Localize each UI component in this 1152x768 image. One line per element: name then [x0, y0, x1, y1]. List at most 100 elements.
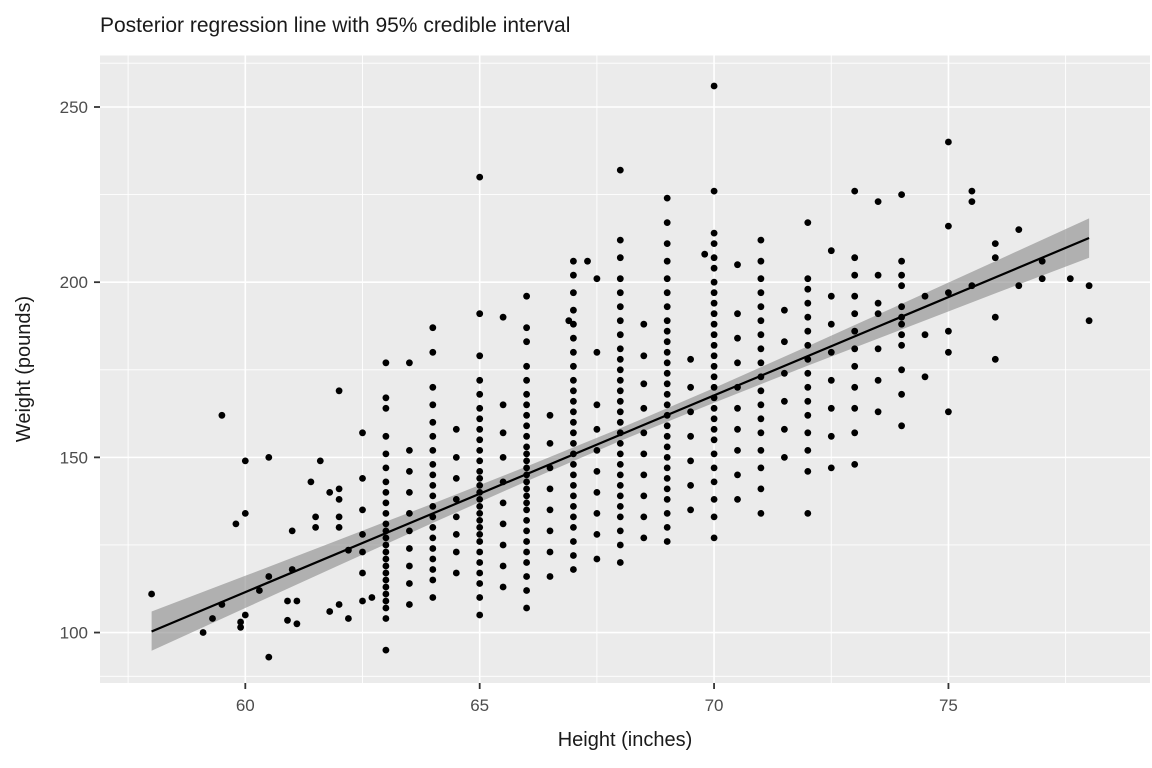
data-point — [710, 464, 718, 472]
data-point — [382, 548, 390, 556]
data-point — [499, 429, 507, 437]
data-point — [781, 338, 788, 346]
data-point — [663, 475, 671, 482]
data-point — [804, 429, 812, 437]
data-point — [382, 478, 390, 486]
data-point — [663, 538, 671, 545]
data-point — [265, 653, 273, 661]
y-tick-label: 200 — [60, 273, 88, 292]
data-point — [148, 590, 156, 598]
data-point — [570, 387, 577, 395]
data-point — [851, 327, 859, 335]
data-point — [523, 548, 530, 556]
data-point — [359, 597, 366, 605]
data-point — [382, 432, 390, 440]
data-point — [663, 496, 671, 503]
data-point — [499, 313, 507, 321]
data-point — [476, 457, 484, 465]
data-point — [616, 527, 624, 535]
data-point — [616, 503, 624, 510]
data-point — [757, 447, 765, 454]
data-point — [827, 320, 835, 328]
data-point — [734, 496, 741, 503]
data-point — [476, 468, 484, 475]
data-point — [476, 569, 484, 577]
data-point — [710, 254, 718, 262]
data-point — [570, 492, 577, 500]
data-point — [406, 489, 413, 496]
data-point — [429, 447, 437, 454]
data-point — [874, 310, 882, 318]
data-point — [406, 527, 413, 535]
data-point — [663, 432, 671, 440]
data-point — [945, 138, 952, 146]
data-point — [570, 362, 577, 370]
data-point — [429, 503, 437, 510]
data-point — [898, 390, 905, 398]
data-point — [570, 429, 577, 437]
data-point — [663, 464, 671, 472]
data-point — [593, 555, 601, 563]
data-point — [523, 390, 530, 398]
data-point — [687, 482, 694, 489]
data-point — [616, 289, 624, 297]
data-point — [781, 397, 788, 405]
data-point — [570, 376, 577, 384]
data-point — [687, 408, 694, 416]
data-point — [335, 387, 343, 395]
data-point — [874, 376, 882, 384]
data-point — [663, 390, 671, 398]
data-point — [476, 510, 484, 517]
data-point — [335, 601, 343, 608]
data-point — [710, 362, 718, 370]
data-point — [570, 408, 577, 416]
data-point — [570, 306, 577, 314]
data-point — [968, 282, 976, 290]
data-point — [316, 457, 324, 465]
data-point — [476, 404, 484, 412]
data-point — [757, 331, 765, 339]
data-point — [734, 383, 741, 391]
data-point — [804, 299, 812, 307]
data-point — [476, 503, 484, 510]
data-point — [663, 240, 671, 248]
data-point — [523, 450, 530, 458]
data-point — [663, 422, 671, 430]
data-point — [429, 401, 437, 409]
data-point — [406, 359, 413, 367]
data-point — [851, 310, 859, 318]
data-point — [523, 587, 530, 594]
data-point — [616, 541, 624, 549]
data-point — [757, 415, 765, 423]
data-point — [593, 401, 601, 409]
data-point — [523, 362, 530, 370]
data-point — [359, 548, 366, 556]
data-point — [476, 611, 484, 619]
data-point — [757, 345, 765, 353]
data-point — [452, 454, 460, 461]
data-point — [734, 310, 741, 318]
data-point — [237, 618, 245, 626]
data-point — [429, 482, 437, 489]
data-point — [710, 373, 718, 381]
data-point — [593, 425, 601, 433]
data-point — [874, 408, 882, 416]
data-point — [546, 464, 554, 472]
data-point — [199, 629, 207, 636]
data-point — [734, 404, 741, 412]
data-point — [452, 425, 460, 433]
data-point — [898, 271, 905, 279]
chart-title: Posterior regression line with 95% credi… — [100, 14, 570, 37]
data-point — [523, 324, 530, 332]
data-point — [804, 327, 812, 335]
data-point — [523, 464, 530, 472]
data-point — [326, 608, 334, 615]
data-point — [476, 559, 484, 566]
data-point — [616, 513, 624, 521]
data-point — [382, 527, 390, 535]
x-tick-label: 75 — [939, 696, 958, 715]
data-point — [851, 461, 859, 468]
data-point — [898, 331, 905, 339]
data-point — [710, 331, 718, 339]
data-point — [710, 450, 718, 458]
